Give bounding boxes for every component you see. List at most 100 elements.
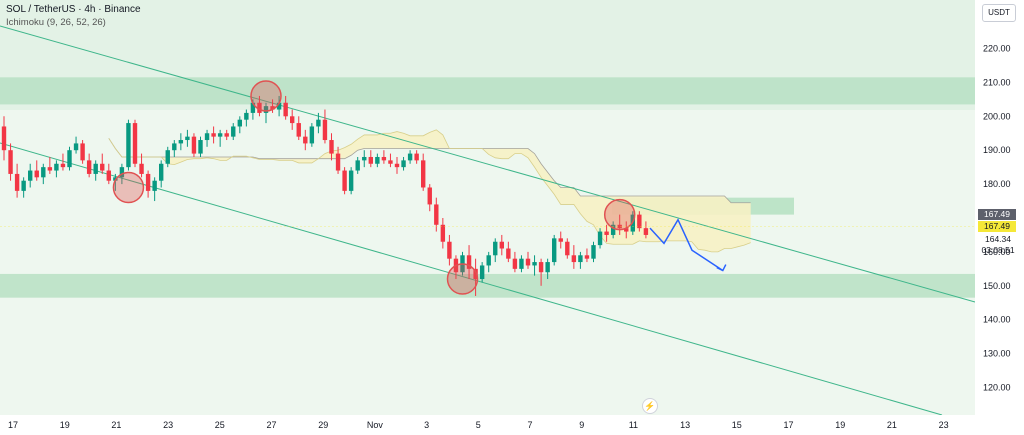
candle-body — [60, 163, 66, 168]
candle-body — [571, 255, 577, 263]
time-tick-4: 25 — [215, 420, 225, 430]
candle-body — [47, 167, 53, 171]
candle — [198, 136, 203, 157]
time-axis[interactable]: 17 19 21 23 25 27 29 Nov 3 5 7 9 11 13 15 17 19 21 23 — [0, 415, 1024, 435]
indicator-label[interactable]: Ichimoku (9, 26, 52, 26) — [6, 17, 106, 28]
candle-body — [119, 167, 125, 178]
candle-body — [434, 204, 439, 225]
candle-body — [348, 170, 354, 191]
lightning-icon[interactable]: ⚡ — [642, 398, 658, 414]
candle — [47, 156, 53, 174]
candle-body — [185, 136, 190, 141]
candle-body — [126, 123, 131, 168]
candle-body — [421, 160, 426, 188]
candle — [60, 153, 66, 171]
candle — [106, 163, 111, 185]
candle-body — [466, 255, 472, 269]
candle — [604, 224, 609, 242]
candle-body — [322, 119, 328, 141]
candle-body — [545, 262, 550, 273]
candle — [394, 156, 400, 174]
candle — [643, 221, 649, 239]
currency-button[interactable]: USDT — [982, 4, 1016, 22]
symbol-title[interactable]: SOL / TetherUS · 4h · Binance — [6, 4, 141, 15]
candle-body — [538, 262, 544, 273]
candle — [558, 231, 563, 249]
candle-body — [519, 258, 524, 269]
candle — [624, 221, 629, 239]
candle-body — [604, 231, 609, 235]
candle-body — [204, 133, 210, 141]
candle-body — [335, 153, 341, 171]
candle — [67, 146, 72, 171]
candle — [591, 241, 596, 263]
candle-body — [217, 133, 223, 137]
touch-marker-1 — [250, 80, 282, 112]
candle — [381, 150, 387, 164]
candle-body — [231, 126, 236, 137]
candle — [578, 251, 583, 269]
last-price-tag: 167.49 — [978, 221, 1016, 232]
candle — [427, 184, 432, 212]
candle — [14, 163, 20, 198]
candle — [204, 129, 210, 147]
candle — [211, 126, 216, 144]
candle — [473, 258, 478, 296]
candle — [362, 150, 367, 168]
candle-body — [1, 126, 7, 151]
candle-body — [257, 102, 262, 113]
candle-body — [624, 228, 629, 232]
span-a-line — [108, 129, 751, 253]
candle-body — [224, 133, 229, 137]
candle-body — [28, 170, 33, 181]
candle-body — [80, 143, 85, 161]
candle-body — [643, 228, 649, 235]
candle — [401, 156, 406, 171]
candle — [178, 133, 184, 151]
time-tick-11: 9 — [579, 420, 584, 430]
price-tick-190: 190.00 — [983, 145, 1011, 155]
candle-body — [191, 136, 197, 154]
current-price-tag: 164.34 — [985, 234, 1011, 244]
candle — [506, 241, 511, 263]
candle-body — [250, 102, 256, 113]
candle-body — [565, 241, 570, 256]
candle-body — [270, 106, 275, 110]
candle-body — [8, 150, 13, 174]
price-tick-120: 120.00 — [983, 383, 1011, 393]
candle — [519, 255, 524, 273]
time-tick-1: 19 — [60, 420, 70, 430]
candle — [447, 234, 452, 266]
candle-body — [172, 143, 177, 151]
candle — [571, 245, 577, 269]
candle-body — [145, 173, 151, 191]
candle-body — [211, 133, 216, 137]
zone-0 — [0, 77, 975, 105]
ichimoku-cloud — [108, 129, 751, 253]
candle — [191, 133, 197, 157]
candle — [637, 211, 642, 232]
bar-countdown: 03:08:51 — [981, 245, 1015, 255]
candle-body — [407, 153, 413, 161]
candle — [335, 146, 341, 174]
price-tick-220: 220.00 — [983, 44, 1011, 54]
candle-body — [263, 106, 269, 113]
candle — [8, 143, 13, 181]
candle — [283, 95, 288, 120]
candle — [421, 153, 426, 191]
candle — [165, 146, 170, 168]
candle-body — [152, 180, 157, 191]
candle — [54, 160, 59, 178]
projection-path — [649, 218, 727, 272]
candle — [525, 251, 531, 269]
candle-body — [309, 126, 315, 144]
candle-body — [355, 160, 360, 171]
channel-line-1 — [0, 142, 943, 416]
candle — [139, 153, 144, 178]
candle-body — [381, 156, 387, 161]
candle-body — [414, 153, 419, 161]
touch-marker-3 — [603, 198, 636, 231]
candle-body — [591, 245, 596, 259]
